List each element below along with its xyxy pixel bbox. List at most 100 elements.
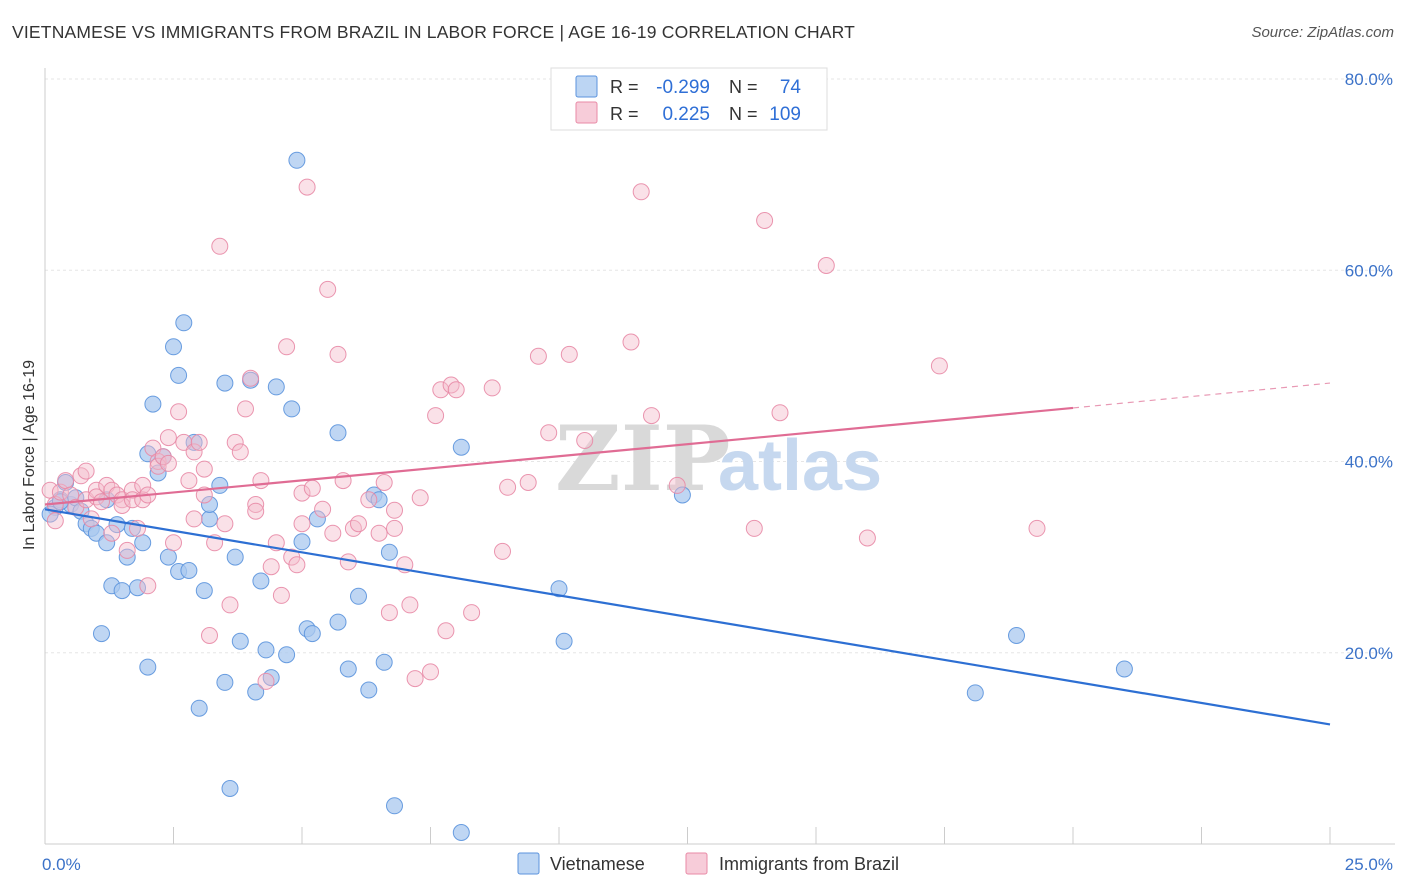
data-point [278, 646, 296, 664]
data-point [483, 379, 501, 397]
data-point [159, 548, 177, 566]
tick-labels: 20.0% 40.0% 60.0% 80.0% 0.0% 25.0% [42, 70, 1393, 874]
data-point [293, 515, 311, 533]
data-point [432, 381, 450, 399]
data-point [380, 543, 398, 561]
data-point [966, 684, 984, 702]
data-point [98, 534, 116, 552]
data-point [257, 672, 275, 690]
data-point [406, 670, 424, 688]
data-point [247, 502, 265, 520]
legend-swatch-vietnamese [575, 75, 598, 98]
data-point [1008, 627, 1025, 644]
data-point [380, 604, 398, 622]
trend-line [44, 406, 1074, 506]
data-point [72, 467, 90, 485]
data-point [540, 424, 558, 442]
data-point [442, 376, 460, 394]
data-point [386, 501, 403, 519]
data-point [576, 432, 594, 449]
data-point [118, 548, 136, 566]
data-point [499, 478, 517, 496]
data-point [201, 496, 218, 513]
y-tick-label: 20.0% [1345, 644, 1393, 663]
data-point [560, 345, 578, 363]
data-point [262, 558, 280, 576]
data-point [745, 519, 763, 537]
legend-r-value: -0.299 [656, 77, 710, 98]
data-point [231, 632, 249, 650]
data-point [370, 491, 388, 509]
data-point [278, 338, 296, 356]
data-point [57, 472, 75, 490]
data-point [185, 443, 203, 461]
data-point [427, 407, 445, 425]
data-point [201, 627, 218, 644]
data-point [344, 519, 362, 537]
data-point [103, 524, 121, 542]
y-tick-label: 60.0% [1345, 261, 1393, 280]
y-axis-title: In Labor Force | Age 16-19 [21, 360, 38, 550]
data-point [283, 400, 301, 418]
data-point [134, 534, 152, 552]
data-point [555, 632, 573, 650]
watermark: ZIP atlas [555, 406, 882, 512]
data-point [632, 183, 650, 201]
data-point [550, 580, 568, 598]
data-point [437, 622, 455, 640]
legend-n-value: 109 [769, 104, 801, 125]
chart-title: VIETNAMESE VS IMMIGRANTS FROM BRAZIL IN … [12, 22, 856, 42]
legend-bottom: Vietnamese Immigrants from Brazil [517, 852, 899, 875]
legend-n-label: N = [729, 104, 758, 124]
data-point [339, 660, 357, 678]
data-point [175, 314, 193, 332]
data-point [180, 562, 198, 579]
data-point [226, 548, 244, 566]
data-point [185, 510, 203, 528]
points [41, 151, 1133, 841]
data-point [350, 587, 367, 605]
data-point [159, 454, 177, 472]
data-point [237, 400, 254, 418]
data-point [303, 479, 321, 497]
data-point [771, 404, 789, 422]
data-point [324, 524, 342, 542]
data-point [242, 369, 260, 387]
legend-r-label: R = [610, 104, 639, 124]
data-point [134, 476, 152, 494]
data-point [298, 178, 316, 196]
data-point [329, 345, 347, 363]
data-point [375, 474, 393, 491]
data-point [221, 596, 239, 614]
data-point [622, 333, 640, 351]
data-point [211, 476, 229, 494]
data-point [252, 472, 270, 490]
data-point [452, 824, 470, 841]
data-point [139, 658, 157, 676]
data-point [159, 429, 177, 447]
legend-bottom-swatch-vietnamese [517, 852, 540, 875]
data-point [247, 496, 265, 513]
data-point [519, 474, 537, 491]
data-point [375, 653, 393, 671]
legend-r-label: R = [610, 77, 639, 97]
data-point [165, 534, 182, 552]
x-tick-label: 0.0% [42, 855, 81, 874]
data-point [190, 433, 208, 451]
data-point [314, 500, 332, 518]
data-point [1115, 660, 1133, 678]
data-point [293, 484, 311, 502]
y-tick-label: 80.0% [1345, 70, 1393, 89]
legend-n-value: 74 [780, 77, 802, 98]
data-point [529, 347, 547, 365]
data-point [149, 453, 167, 470]
data-point [165, 338, 182, 356]
data-point [93, 493, 110, 511]
data-point [329, 613, 347, 631]
data-point [118, 541, 136, 559]
data-point [221, 780, 239, 797]
data-point [817, 257, 835, 274]
data-point [858, 529, 876, 547]
data-point [77, 462, 95, 480]
